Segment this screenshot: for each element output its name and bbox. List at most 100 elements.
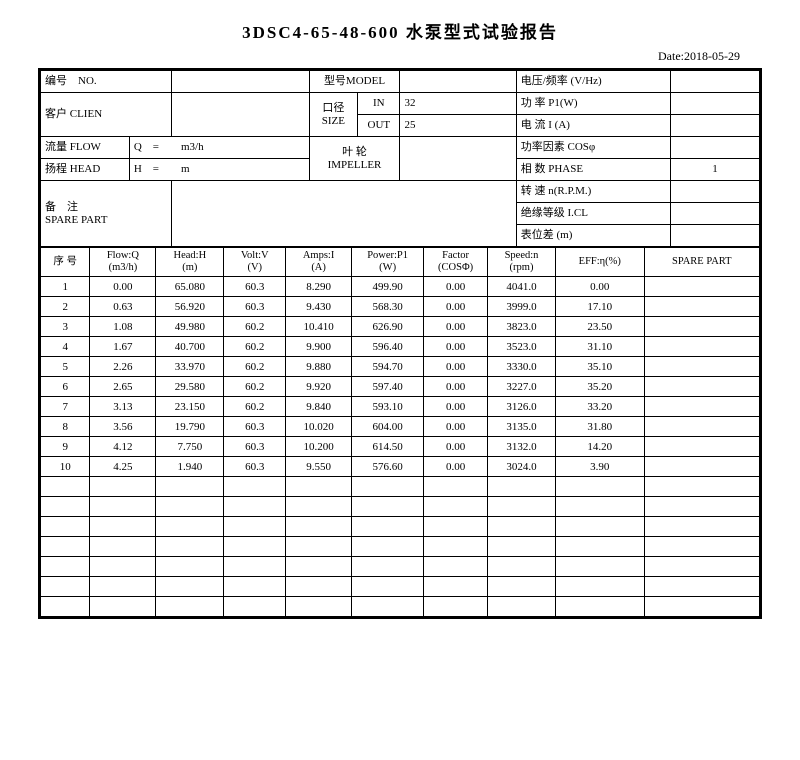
no-label: 编号 NO. — [41, 71, 172, 93]
cell-factor: 0.00 — [424, 317, 488, 337]
cell-flow: 3.56 — [90, 417, 156, 437]
cell-seq: 3 — [41, 317, 90, 337]
cell-eff: 14.20 — [556, 437, 645, 457]
cell-eff: 17.10 — [556, 297, 645, 317]
impeller-label: 叶 轮IMPELLER — [309, 137, 400, 181]
cell-head: 7.750 — [156, 437, 224, 457]
current-value — [671, 115, 760, 137]
voltfreq-value — [671, 71, 760, 93]
cell-head: 29.580 — [156, 377, 224, 397]
power-value — [671, 93, 760, 115]
cell-speed: 3132.0 — [488, 437, 556, 457]
cell-eff: 35.10 — [556, 357, 645, 377]
cell-factor: 0.00 — [424, 377, 488, 397]
col-hdr-seq: 序 号 — [41, 248, 90, 277]
cell-seq: 6 — [41, 377, 90, 397]
report-table-container: 编号 NO. 型号MODEL 电压/频率 (V/Hz) 客户 CLIEN 口径S… — [38, 68, 762, 619]
rpm-label: 转 速 n(R.P.M.) — [516, 181, 670, 203]
cell-power: 626.90 — [352, 317, 424, 337]
cell-amps: 9.840 — [286, 397, 352, 417]
table-row: 52.2633.97060.29.880594.700.003330.035.1… — [41, 357, 760, 377]
cell-volt: 60.2 — [224, 397, 286, 417]
cell-power: 576.60 — [352, 457, 424, 477]
cell-eff: 31.80 — [556, 417, 645, 437]
cell-amps: 10.020 — [286, 417, 352, 437]
cell-amps: 9.900 — [286, 337, 352, 357]
cell-speed: 4041.0 — [488, 277, 556, 297]
cell-flow: 2.26 — [90, 357, 156, 377]
table-row-empty — [41, 477, 760, 497]
cell-factor: 0.00 — [424, 437, 488, 457]
cell-spare — [644, 357, 759, 377]
model-label: 型号MODEL — [309, 71, 400, 93]
cell-power: 568.30 — [352, 297, 424, 317]
cell-seq: 7 — [41, 397, 90, 417]
head-label: 扬程 HEAD — [41, 159, 130, 181]
meter-label: 表位差 (m) — [516, 225, 670, 247]
cell-amps: 9.430 — [286, 297, 352, 317]
cell-flow: 4.12 — [90, 437, 156, 457]
voltfreq-label: 电压/频率 (V/Hz) — [516, 71, 670, 93]
table-row: 104.251.94060.39.550576.600.003024.03.90 — [41, 457, 760, 477]
col-hdr-speed: Speed:n(rpm) — [488, 248, 556, 277]
col-hdr-head: Head:H(m) — [156, 248, 224, 277]
cell-volt: 60.2 — [224, 337, 286, 357]
cell-seq: 10 — [41, 457, 90, 477]
flow-label: 流量 FLOW — [41, 137, 130, 159]
cell-factor: 0.00 — [424, 277, 488, 297]
cell-head: 49.980 — [156, 317, 224, 337]
cell-seq: 9 — [41, 437, 90, 457]
table-row-empty — [41, 577, 760, 597]
col-hdr-volt: Volt:V(V) — [224, 248, 286, 277]
table-row: 73.1323.15060.29.840593.100.003126.033.2… — [41, 397, 760, 417]
table-row-empty — [41, 497, 760, 517]
cell-volt: 60.3 — [224, 277, 286, 297]
cell-eff: 35.20 — [556, 377, 645, 397]
cell-head: 56.920 — [156, 297, 224, 317]
cell-spare — [644, 457, 759, 477]
cell-amps: 9.920 — [286, 377, 352, 397]
cell-seq: 5 — [41, 357, 90, 377]
cell-spare — [644, 377, 759, 397]
cell-factor: 0.00 — [424, 397, 488, 417]
report-date: Date:2018-05-29 — [0, 49, 800, 64]
phase-value: 1 — [671, 159, 760, 181]
cell-speed: 3126.0 — [488, 397, 556, 417]
out-value: 25 — [400, 115, 516, 137]
cell-factor: 0.00 — [424, 337, 488, 357]
cell-spare — [644, 437, 759, 457]
current-label: 电 流 I (A) — [516, 115, 670, 137]
pf-value — [671, 137, 760, 159]
pf-label: 功率因素 COSφ — [516, 137, 670, 159]
table-row: 20.6356.92060.39.430568.300.003999.017.1… — [41, 297, 760, 317]
col-hdr-amps: Amps:I(A) — [286, 248, 352, 277]
cell-speed: 3523.0 — [488, 337, 556, 357]
cell-flow: 0.00 — [90, 277, 156, 297]
report-title: 3DSC4-65-48-600 水泵型式试验报告 — [0, 0, 800, 49]
cell-factor: 0.00 — [424, 457, 488, 477]
model-value — [400, 71, 516, 93]
cell-eff: 33.20 — [556, 397, 645, 417]
cell-seq: 8 — [41, 417, 90, 437]
flow-expr: Q = m3/h — [129, 137, 309, 159]
rpm-value — [671, 181, 760, 203]
cell-amps: 9.880 — [286, 357, 352, 377]
cell-seq: 4 — [41, 337, 90, 357]
cell-spare — [644, 297, 759, 317]
cell-eff: 31.10 — [556, 337, 645, 357]
cell-flow: 1.67 — [90, 337, 156, 357]
cell-volt: 60.3 — [224, 437, 286, 457]
in-value: 32 — [400, 93, 516, 115]
cell-speed: 3227.0 — [488, 377, 556, 397]
cell-head: 23.150 — [156, 397, 224, 417]
client-label: 客户 CLIEN — [41, 93, 172, 137]
table-row: 94.127.75060.310.200614.500.003132.014.2… — [41, 437, 760, 457]
client-value — [172, 93, 309, 137]
table-row-empty — [41, 597, 760, 617]
cell-power: 499.90 — [352, 277, 424, 297]
cell-volt: 60.3 — [224, 297, 286, 317]
cell-spare — [644, 317, 759, 337]
cell-volt: 60.2 — [224, 317, 286, 337]
head-expr: H = m — [129, 159, 309, 181]
cell-amps: 9.550 — [286, 457, 352, 477]
